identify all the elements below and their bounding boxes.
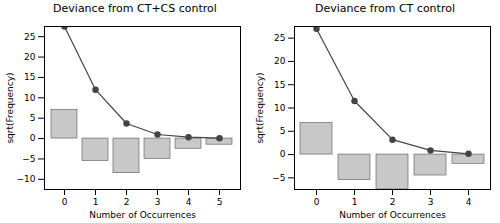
svg-text:−5: −5 [22, 154, 35, 164]
svg-text:10: 10 [24, 93, 36, 103]
svg-text:25: 25 [274, 33, 285, 43]
svg-text:4: 4 [186, 197, 192, 207]
svg-text:sqrt(Frequency): sqrt(Frequency) [255, 72, 265, 143]
svg-text:3: 3 [155, 197, 161, 207]
svg-text:2: 2 [124, 197, 130, 207]
svg-text:4: 4 [466, 197, 472, 207]
svg-text:0: 0 [280, 149, 286, 159]
svg-text:15: 15 [24, 72, 35, 82]
svg-text:20: 20 [24, 52, 36, 62]
svg-text:−10: −10 [17, 174, 36, 184]
svg-text:Number of Occurrences: Number of Occurrences [339, 210, 446, 220]
svg-text:0: 0 [30, 133, 36, 143]
svg-text:0: 0 [62, 197, 68, 207]
svg-text:Number of Occurrences: Number of Occurrences [89, 210, 196, 220]
html-text:Deviance from CT+CS control: Deviance from CT+CS control [53, 2, 217, 15]
svg-text:3: 3 [428, 197, 434, 207]
svg-text:10: 10 [274, 103, 286, 113]
svg-text:1: 1 [93, 197, 99, 207]
svg-text:2: 2 [390, 197, 396, 207]
svg-text:20: 20 [274, 56, 286, 66]
svg-text:−5: −5 [272, 173, 285, 183]
html-text:Deviance from CT control: Deviance from CT control [315, 2, 455, 15]
svg-text:25: 25 [24, 32, 35, 42]
svg-text:5: 5 [280, 126, 286, 136]
svg-text:1: 1 [352, 197, 358, 207]
svg-text:5: 5 [217, 197, 223, 207]
svg-text:sqrt(Frequency): sqrt(Frequency) [5, 72, 15, 143]
svg-text:5: 5 [30, 113, 36, 123]
svg-text:0: 0 [314, 197, 320, 207]
svg-text:15: 15 [274, 80, 285, 90]
